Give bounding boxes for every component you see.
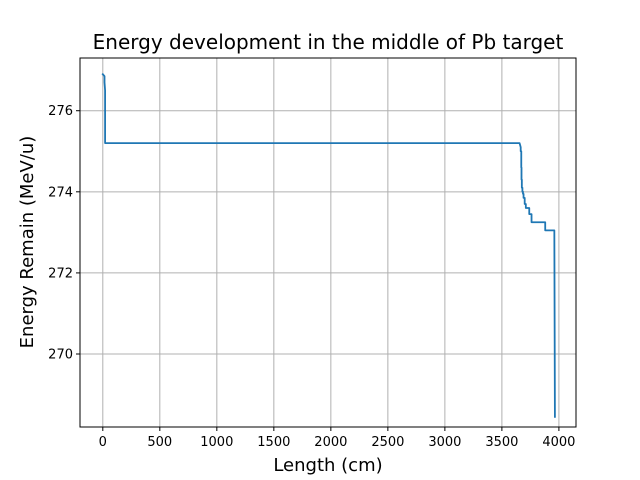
y-axis-title: Energy Remain (MeV/u) [17,136,38,349]
y-tick-label: 274 [48,185,73,200]
y-tick-label: 270 [48,348,73,363]
grid [80,58,576,427]
x-tick-label: 3500 [485,435,518,450]
series-layer [101,72,556,418]
chart-title: Energy development in the middle of Pb t… [93,30,564,54]
x-axis-title: Length (cm) [273,455,382,476]
x-tick-label: 2000 [314,435,347,450]
axis-ticks: 0 500 1000 1500 2000 2500 3000 3500 4000 270 272 27… [48,104,575,450]
x-tick-label: 500 [147,435,172,450]
x-tick-label: 2500 [371,435,404,450]
y-tick-label: 276 [48,104,73,119]
y-tick-label: 272 [48,266,73,281]
x-tick-label: 1500 [257,435,290,450]
series-line [101,72,556,418]
x-tick-label: 0 [99,435,107,450]
x-tick-label: 1000 [200,435,233,450]
x-tick-label: 4000 [542,435,575,450]
x-tick-label: 3000 [428,435,461,450]
plot-frame [79,57,577,428]
